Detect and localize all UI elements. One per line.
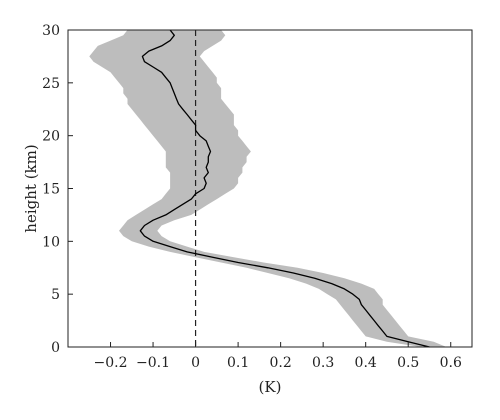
x-tick-label: 0.6 — [440, 355, 462, 371]
y-tick-label: 25 — [42, 76, 60, 92]
y-tick-label: 15 — [42, 182, 60, 198]
y-tick-label: 0 — [51, 340, 60, 356]
spread-band — [89, 30, 447, 347]
x-tick-label: 0 — [191, 355, 200, 371]
x-tick-label: 0.4 — [355, 355, 377, 371]
y-tick-label: 30 — [42, 23, 60, 39]
y-tick-label: 10 — [42, 234, 60, 250]
x-tick-label: 0.2 — [269, 355, 291, 371]
mean-line-layer — [139, 29, 430, 348]
x-tick-label: 0.3 — [312, 355, 334, 371]
x-tick-label: 0.5 — [397, 355, 419, 371]
spread-band-layer — [89, 30, 447, 347]
x-tick-label: 0.1 — [227, 355, 249, 371]
x-axis-label: (K) — [259, 378, 282, 396]
y-axis-label: height (km) — [22, 144, 40, 232]
y-tick-label: 5 — [51, 287, 60, 303]
x-tick-label: −0.1 — [136, 355, 170, 371]
y-tick-label: 20 — [42, 129, 60, 145]
x-axis-ticks: −0.2 −0.1 0 0.1 0.2 0.3 0.4 0.5 0.6 — [94, 342, 462, 371]
y-axis-ticks: 0 5 10 15 20 25 30 — [42, 23, 73, 356]
mean-profile-line — [139, 29, 430, 348]
x-tick-label: −0.2 — [94, 355, 128, 371]
